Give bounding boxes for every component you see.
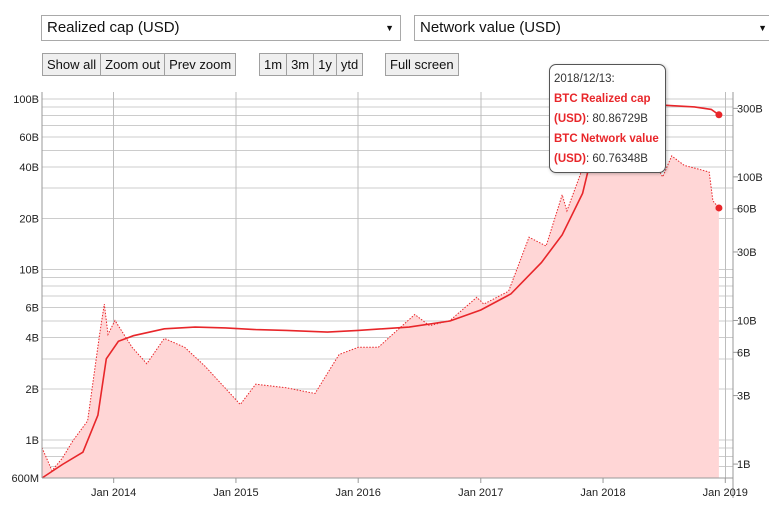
chevron-down-icon: ▼ xyxy=(758,23,767,33)
y-right-tick-label: 10B xyxy=(737,315,757,327)
y-right-tick-label: 30B xyxy=(737,247,757,259)
y-left-tick-label: 2B xyxy=(26,384,39,396)
tooltip-row-network: BTC Network value (USD): 60.76348B xyxy=(554,129,661,169)
y-left-tick-label: 6B xyxy=(26,302,39,314)
tooltip-date: 2018/12/13: xyxy=(554,73,615,85)
realized-cap-marker xyxy=(715,111,723,119)
range-1m-button[interactable]: 1m xyxy=(259,53,288,76)
tooltip-series-name: BTC Realized cap (USD) xyxy=(554,93,651,125)
tooltip-row-realized: BTC Realized cap (USD): 80.86729B xyxy=(554,89,661,129)
y-right-tick-label: 300B xyxy=(737,103,763,115)
y-left-tick-label: 1B xyxy=(26,435,39,447)
y-right-tick-label: 60B xyxy=(737,204,757,216)
y-left-tick-label: 4B xyxy=(26,332,39,344)
show-all-button[interactable]: Show all xyxy=(42,53,102,76)
right-metric-value: Network value (USD) xyxy=(420,19,561,36)
y-left-tick-label: 60B xyxy=(19,132,39,144)
prev-zoom-button[interactable]: Prev zoom xyxy=(164,53,237,76)
y-left-tick-label: 20B xyxy=(19,213,39,225)
range-ytd-button[interactable]: ytd xyxy=(335,53,364,76)
zoom-button-group: Show all Zoom out Prev zoom xyxy=(42,53,237,76)
network-value-area xyxy=(42,103,719,479)
x-tick-label: Jan 2014 xyxy=(91,487,136,499)
tooltip-series-name: BTC Network value (USD) xyxy=(554,133,659,165)
x-tick-label: Jan 2019 xyxy=(703,487,748,499)
range-button-group: 1m 3m 1y ytd xyxy=(259,53,364,76)
y-left-tick-label: 100B xyxy=(13,94,39,106)
x-tick-label: Jan 2015 xyxy=(213,487,258,499)
chart-tooltip: 2018/12/13: BTC Realized cap (USD): 80.8… xyxy=(549,64,666,173)
y-left-tick-label: 40B xyxy=(19,162,39,174)
y-left-tick-label: 10B xyxy=(19,265,39,277)
left-metric-select[interactable]: Realized cap (USD) ▼ xyxy=(41,15,401,41)
x-tick-label: Jan 2017 xyxy=(458,487,503,499)
full-screen-button[interactable]: Full screen xyxy=(385,53,459,76)
y-right-tick-label: 6B xyxy=(737,347,750,359)
x-tick-label: Jan 2016 xyxy=(336,487,381,499)
zoom-out-button[interactable]: Zoom out xyxy=(100,53,166,76)
range-3m-button[interactable]: 3m xyxy=(286,53,315,76)
tooltip-series-value: : 80.86729B xyxy=(585,113,648,125)
network-value-marker xyxy=(715,204,723,212)
y-right-tick-label: 3B xyxy=(737,391,750,403)
left-metric-value: Realized cap (USD) xyxy=(47,19,180,36)
x-tick-label: Jan 2018 xyxy=(580,487,625,499)
chevron-down-icon: ▼ xyxy=(385,23,394,33)
right-metric-select[interactable]: Network value (USD) ▼ xyxy=(414,15,769,41)
tooltip-series-value: : 60.76348B xyxy=(585,153,648,165)
y-right-tick-label: 1B xyxy=(737,459,750,471)
fullscreen-group: Full screen xyxy=(385,53,459,76)
y-left-tick-label: 600M xyxy=(11,473,39,485)
y-right-tick-label: 100B xyxy=(737,172,763,184)
